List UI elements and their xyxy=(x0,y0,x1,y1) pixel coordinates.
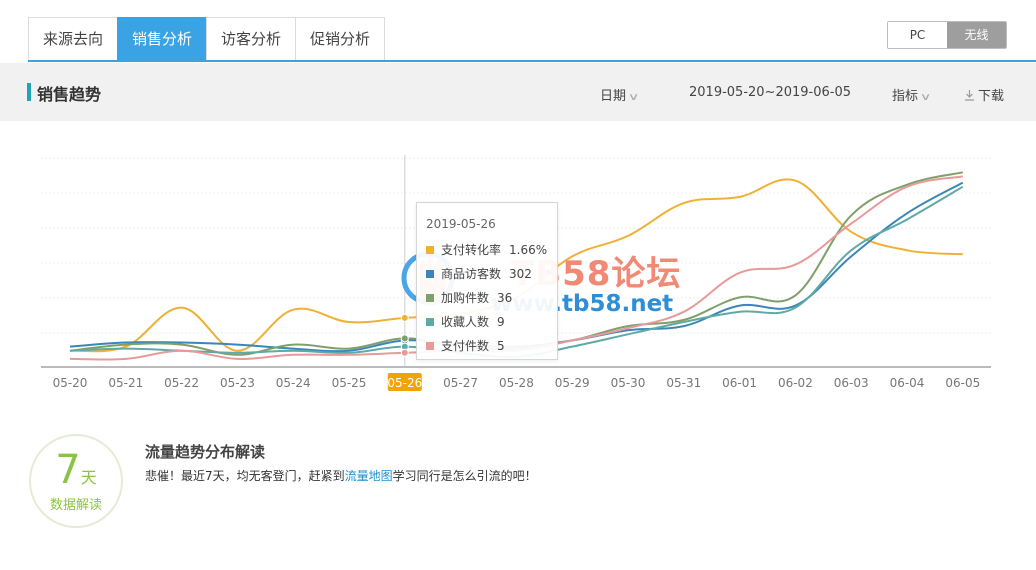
analysis-text-after: 学习同行是怎么引流的吧！ xyxy=(392,469,537,483)
tooltip-label: 商品访客数 xyxy=(441,267,502,281)
device-toggle: PC 无线 xyxy=(887,21,1007,49)
chart-tooltip: 2019-05-26 支付转化率 1.66% 商品访客数 302 加购件数 36 收藏… xyxy=(416,202,558,360)
x-tick-label: 05-22 xyxy=(164,376,199,390)
x-tick-label: 05-20 xyxy=(53,376,88,390)
tooltip-value: 9 xyxy=(497,315,505,329)
tooltip-row: 支付件数 5 xyxy=(426,338,505,354)
tooltip-row: 支付转化率 1.66% xyxy=(426,242,547,258)
tooltip-swatch xyxy=(426,318,434,326)
x-tick-label: 05-26 xyxy=(387,376,422,390)
analysis-tabs: 来源去向 销售分析 访客分析 促销分析 xyxy=(28,17,386,61)
traffic-map-link[interactable]: 流量地图 xyxy=(344,469,393,483)
tooltip-label: 加购件数 xyxy=(441,291,490,305)
analysis-text-before: 悲催！最近7天，均无客登门，赶紧到 xyxy=(145,469,345,483)
tooltip-date: 2019-05-26 xyxy=(426,217,496,231)
x-tick-label: 06-04 xyxy=(890,376,925,390)
section-header xyxy=(0,63,1036,121)
tooltip-swatch xyxy=(426,246,434,254)
tooltip-swatch xyxy=(426,294,434,302)
chevron-down-icon: ∨ xyxy=(627,92,640,103)
x-tick-label: 05-23 xyxy=(220,376,255,390)
download-button[interactable]: 下载 xyxy=(964,85,1004,104)
x-tick-label: 05-24 xyxy=(276,376,311,390)
wireless-toggle-button[interactable]: 无线 xyxy=(947,22,1006,48)
hover-point-2 xyxy=(400,334,409,343)
x-tick-label: 06-01 xyxy=(722,376,757,390)
metric-dropdown-label: 指标 xyxy=(892,89,919,104)
tooltip-value: 5 xyxy=(497,339,505,353)
date-dropdown-label: 日期 xyxy=(600,89,627,104)
x-tick-label: 06-02 xyxy=(778,376,813,390)
tooltip-value: 302 xyxy=(509,267,532,281)
tooltip-row: 收藏人数 9 xyxy=(426,314,505,330)
x-tick-label: 05-31 xyxy=(666,376,701,390)
title-accent-bar xyxy=(27,83,31,101)
days-number: 7 xyxy=(55,447,81,493)
hover-point-4 xyxy=(400,348,409,357)
tooltip-value: 1.66% xyxy=(509,243,548,257)
analysis-title: 流量趋势分布解读 xyxy=(145,443,266,461)
tooltip-label: 支付转化率 xyxy=(441,243,502,257)
days-unit: 天 xyxy=(80,468,97,487)
download-icon xyxy=(965,90,974,101)
tooltip-label: 收藏人数 xyxy=(441,315,490,329)
metric-dropdown[interactable]: 指标 ∨ xyxy=(892,85,932,104)
section-title: 销售趋势 xyxy=(37,85,102,104)
tooltip-swatch xyxy=(426,342,434,350)
x-tick-label: 06-03 xyxy=(834,376,869,390)
x-tick-label: 05-29 xyxy=(555,376,590,390)
seven-day-badge: 7天 数据解读 xyxy=(29,434,123,528)
x-tick-label: 05-25 xyxy=(332,376,367,390)
tooltip-row: 加购件数 36 xyxy=(426,290,512,306)
tab-sales[interactable]: 销售分析 xyxy=(117,17,207,61)
tooltip-swatch xyxy=(426,270,434,278)
days-count: 7天 xyxy=(31,450,121,498)
tab-promotion[interactable]: 促销分析 xyxy=(295,17,386,61)
tooltip-row: 商品访客数 302 xyxy=(426,266,532,282)
pc-toggle-button[interactable]: PC xyxy=(888,22,947,48)
tooltip-value: 36 xyxy=(497,291,513,305)
x-tick-label: 05-30 xyxy=(611,376,646,390)
tab-underline xyxy=(28,60,1036,62)
tooltip-label: 支付件数 xyxy=(441,339,490,353)
analysis-text: 悲催！最近7天，均无客登门，赶紧到流量地图学习同行是怎么引流的吧！ xyxy=(145,467,537,484)
tab-source[interactable]: 来源去向 xyxy=(28,17,118,61)
chevron-down-icon: ∨ xyxy=(919,92,932,103)
tab-visitors[interactable]: 访客分析 xyxy=(206,17,296,61)
hover-point-0 xyxy=(400,313,409,322)
x-tick-label: 05-27 xyxy=(443,376,478,390)
x-tick-label: 06-05 xyxy=(945,376,980,390)
highlight-tick-bg xyxy=(387,373,422,391)
badge-label: 数据解读 xyxy=(49,498,102,513)
x-tick-label: 05-28 xyxy=(499,376,534,390)
download-label: 下载 xyxy=(978,89,1005,104)
date-dropdown[interactable]: 日期 ∨ xyxy=(600,85,640,104)
x-tick-label: 05-21 xyxy=(108,376,143,390)
date-range: 2019-05-20~2019-06-05 xyxy=(689,85,851,100)
